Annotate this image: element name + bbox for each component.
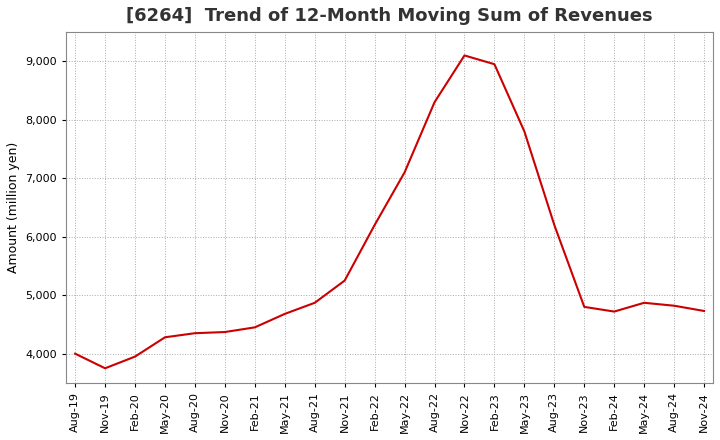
Title: [6264]  Trend of 12-Month Moving Sum of Revenues: [6264] Trend of 12-Month Moving Sum of R… — [126, 7, 653, 25]
Y-axis label: Amount (million yen): Amount (million yen) — [7, 142, 20, 273]
